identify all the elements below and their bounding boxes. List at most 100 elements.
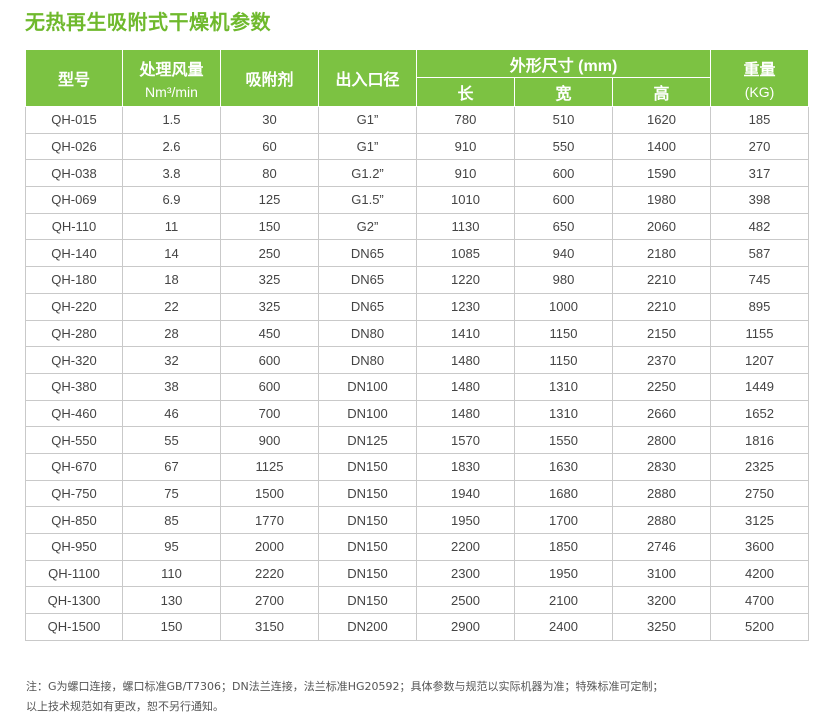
cell-port: G1” bbox=[318, 132, 417, 161]
cell-height: 2210 bbox=[612, 292, 711, 321]
cell-width: 2100 bbox=[514, 586, 613, 615]
cell-port: G2” bbox=[318, 212, 417, 241]
cell-port: G1” bbox=[318, 106, 417, 134]
cell-flow: 95 bbox=[122, 533, 221, 561]
table-row: QH-550 55 900 DN125 1570 1550 2800 1816 bbox=[25, 426, 809, 454]
cell-adsorbent: 30 bbox=[220, 106, 319, 134]
cell-height: 2830 bbox=[612, 452, 711, 481]
cell-height: 2660 bbox=[612, 399, 711, 428]
cell-width: 1630 bbox=[514, 452, 613, 481]
table-row: QH-460 46 700 DN100 1480 1310 2660 1652 bbox=[25, 399, 809, 428]
cell-flow: 1.5 bbox=[122, 106, 221, 134]
notes: 注：G为螺口连接，螺口标准GB/T7306；DN法兰连接，法兰标准HG20592… bbox=[26, 677, 664, 717]
cell-port: DN150 bbox=[318, 586, 417, 615]
cell-length: 1480 bbox=[416, 399, 515, 428]
header-weight: 重量 (KG) bbox=[710, 49, 809, 107]
cell-model: QH-220 bbox=[25, 292, 123, 321]
table-row: QH-220 22 325 DN65 1230 1000 2210 895 bbox=[25, 292, 809, 321]
cell-width: 1680 bbox=[514, 479, 613, 508]
cell-weight: 4200 bbox=[710, 559, 809, 588]
cell-length: 910 bbox=[416, 132, 515, 161]
cell-port: DN65 bbox=[318, 239, 417, 268]
cell-height: 2060 bbox=[612, 212, 711, 241]
table-row: QH-1100 110 2220 DN150 2300 1950 3100 4200 bbox=[25, 559, 809, 588]
cell-adsorbent: 450 bbox=[220, 319, 319, 348]
cell-adsorbent: 80 bbox=[220, 159, 319, 188]
cell-weight: 587 bbox=[710, 239, 809, 268]
cell-width: 650 bbox=[514, 212, 613, 241]
cell-width: 940 bbox=[514, 239, 613, 268]
table-row: QH-038 3.8 80 G1.2” 910 600 1590 317 bbox=[25, 159, 809, 188]
cell-adsorbent: 60 bbox=[220, 132, 319, 161]
cell-flow: 32 bbox=[122, 346, 221, 374]
cell-port: DN150 bbox=[318, 479, 417, 508]
cell-adsorbent: 3150 bbox=[220, 613, 319, 641]
cell-port: DN200 bbox=[318, 613, 417, 641]
cell-model: QH-026 bbox=[25, 132, 123, 161]
cell-flow: 3.8 bbox=[122, 159, 221, 188]
cell-weight: 4700 bbox=[710, 586, 809, 615]
cell-flow: 85 bbox=[122, 506, 221, 534]
cell-model: QH-1100 bbox=[25, 559, 123, 588]
page-title: 无热再生吸附式干燥机参数 bbox=[25, 10, 271, 34]
cell-adsorbent: 250 bbox=[220, 239, 319, 268]
cell-height: 1400 bbox=[612, 132, 711, 161]
cell-length: 2200 bbox=[416, 533, 515, 561]
cell-model: QH-750 bbox=[25, 479, 123, 508]
cell-width: 1310 bbox=[514, 399, 613, 428]
cell-height: 2880 bbox=[612, 479, 711, 508]
cell-weight: 3125 bbox=[710, 506, 809, 534]
cell-model: QH-015 bbox=[25, 106, 123, 134]
table-row: QH-670 67 1125 DN150 1830 1630 2830 2325 bbox=[25, 452, 809, 481]
header-port: 出入口径 bbox=[318, 49, 417, 107]
cell-model: QH-850 bbox=[25, 506, 123, 534]
cell-length: 1940 bbox=[416, 479, 515, 508]
cell-model: QH-069 bbox=[25, 186, 123, 214]
cell-width: 1000 bbox=[514, 292, 613, 321]
note-line-2: 以上技术规范如有更改，恕不另行通知。 bbox=[26, 700, 224, 713]
cell-weight: 1449 bbox=[710, 372, 809, 401]
cell-height: 2150 bbox=[612, 319, 711, 348]
cell-width: 1550 bbox=[514, 426, 613, 454]
cell-width: 1850 bbox=[514, 533, 613, 561]
cell-length: 1230 bbox=[416, 292, 515, 321]
table-row: QH-320 32 600 DN80 1480 1150 2370 1207 bbox=[25, 346, 809, 374]
cell-width: 980 bbox=[514, 266, 613, 294]
header-weight-label: 重量 bbox=[743, 62, 776, 79]
cell-port: DN150 bbox=[318, 452, 417, 481]
cell-model: QH-550 bbox=[25, 426, 123, 454]
cell-flow: 38 bbox=[122, 372, 221, 401]
table-row: QH-140 14 250 DN65 1085 940 2180 587 bbox=[25, 239, 809, 268]
cell-flow: 28 bbox=[122, 319, 221, 348]
cell-adsorbent: 1770 bbox=[220, 506, 319, 534]
cell-flow: 55 bbox=[122, 426, 221, 454]
table-header: 型号 处理风量 Nm³/min 吸附剂 出入口径 外形尺寸 (mm) 重量 (K… bbox=[25, 49, 809, 107]
table-row: QH-380 38 600 DN100 1480 1310 2250 1449 bbox=[25, 372, 809, 401]
cell-length: 1220 bbox=[416, 266, 515, 294]
cell-port: DN80 bbox=[318, 346, 417, 374]
cell-adsorbent: 150 bbox=[220, 212, 319, 241]
cell-width: 510 bbox=[514, 106, 613, 134]
cell-length: 2500 bbox=[416, 586, 515, 615]
cell-port: DN125 bbox=[318, 426, 417, 454]
cell-weight: 1816 bbox=[710, 426, 809, 454]
cell-weight: 185 bbox=[710, 106, 809, 134]
cell-adsorbent: 900 bbox=[220, 426, 319, 454]
cell-flow: 11 bbox=[122, 212, 221, 241]
cell-flow: 67 bbox=[122, 452, 221, 481]
cell-adsorbent: 700 bbox=[220, 399, 319, 428]
cell-port: DN100 bbox=[318, 399, 417, 428]
table-row: QH-015 1.5 30 G1” 780 510 1620 185 bbox=[25, 106, 809, 134]
cell-height: 2880 bbox=[612, 506, 711, 534]
cell-port: DN100 bbox=[318, 372, 417, 401]
cell-model: QH-110 bbox=[25, 212, 123, 241]
header-adsorbent: 吸附剂 bbox=[220, 49, 319, 107]
cell-weight: 5200 bbox=[710, 613, 809, 641]
cell-height: 1620 bbox=[612, 106, 711, 134]
cell-length: 1950 bbox=[416, 506, 515, 534]
cell-adsorbent: 325 bbox=[220, 266, 319, 294]
cell-model: QH-380 bbox=[25, 372, 123, 401]
cell-model: QH-280 bbox=[25, 319, 123, 348]
table-body: QH-015 1.5 30 G1” 780 510 1620 185 QH-026 2.6 60 G1… bbox=[25, 106, 809, 641]
cell-weight: 895 bbox=[710, 292, 809, 321]
